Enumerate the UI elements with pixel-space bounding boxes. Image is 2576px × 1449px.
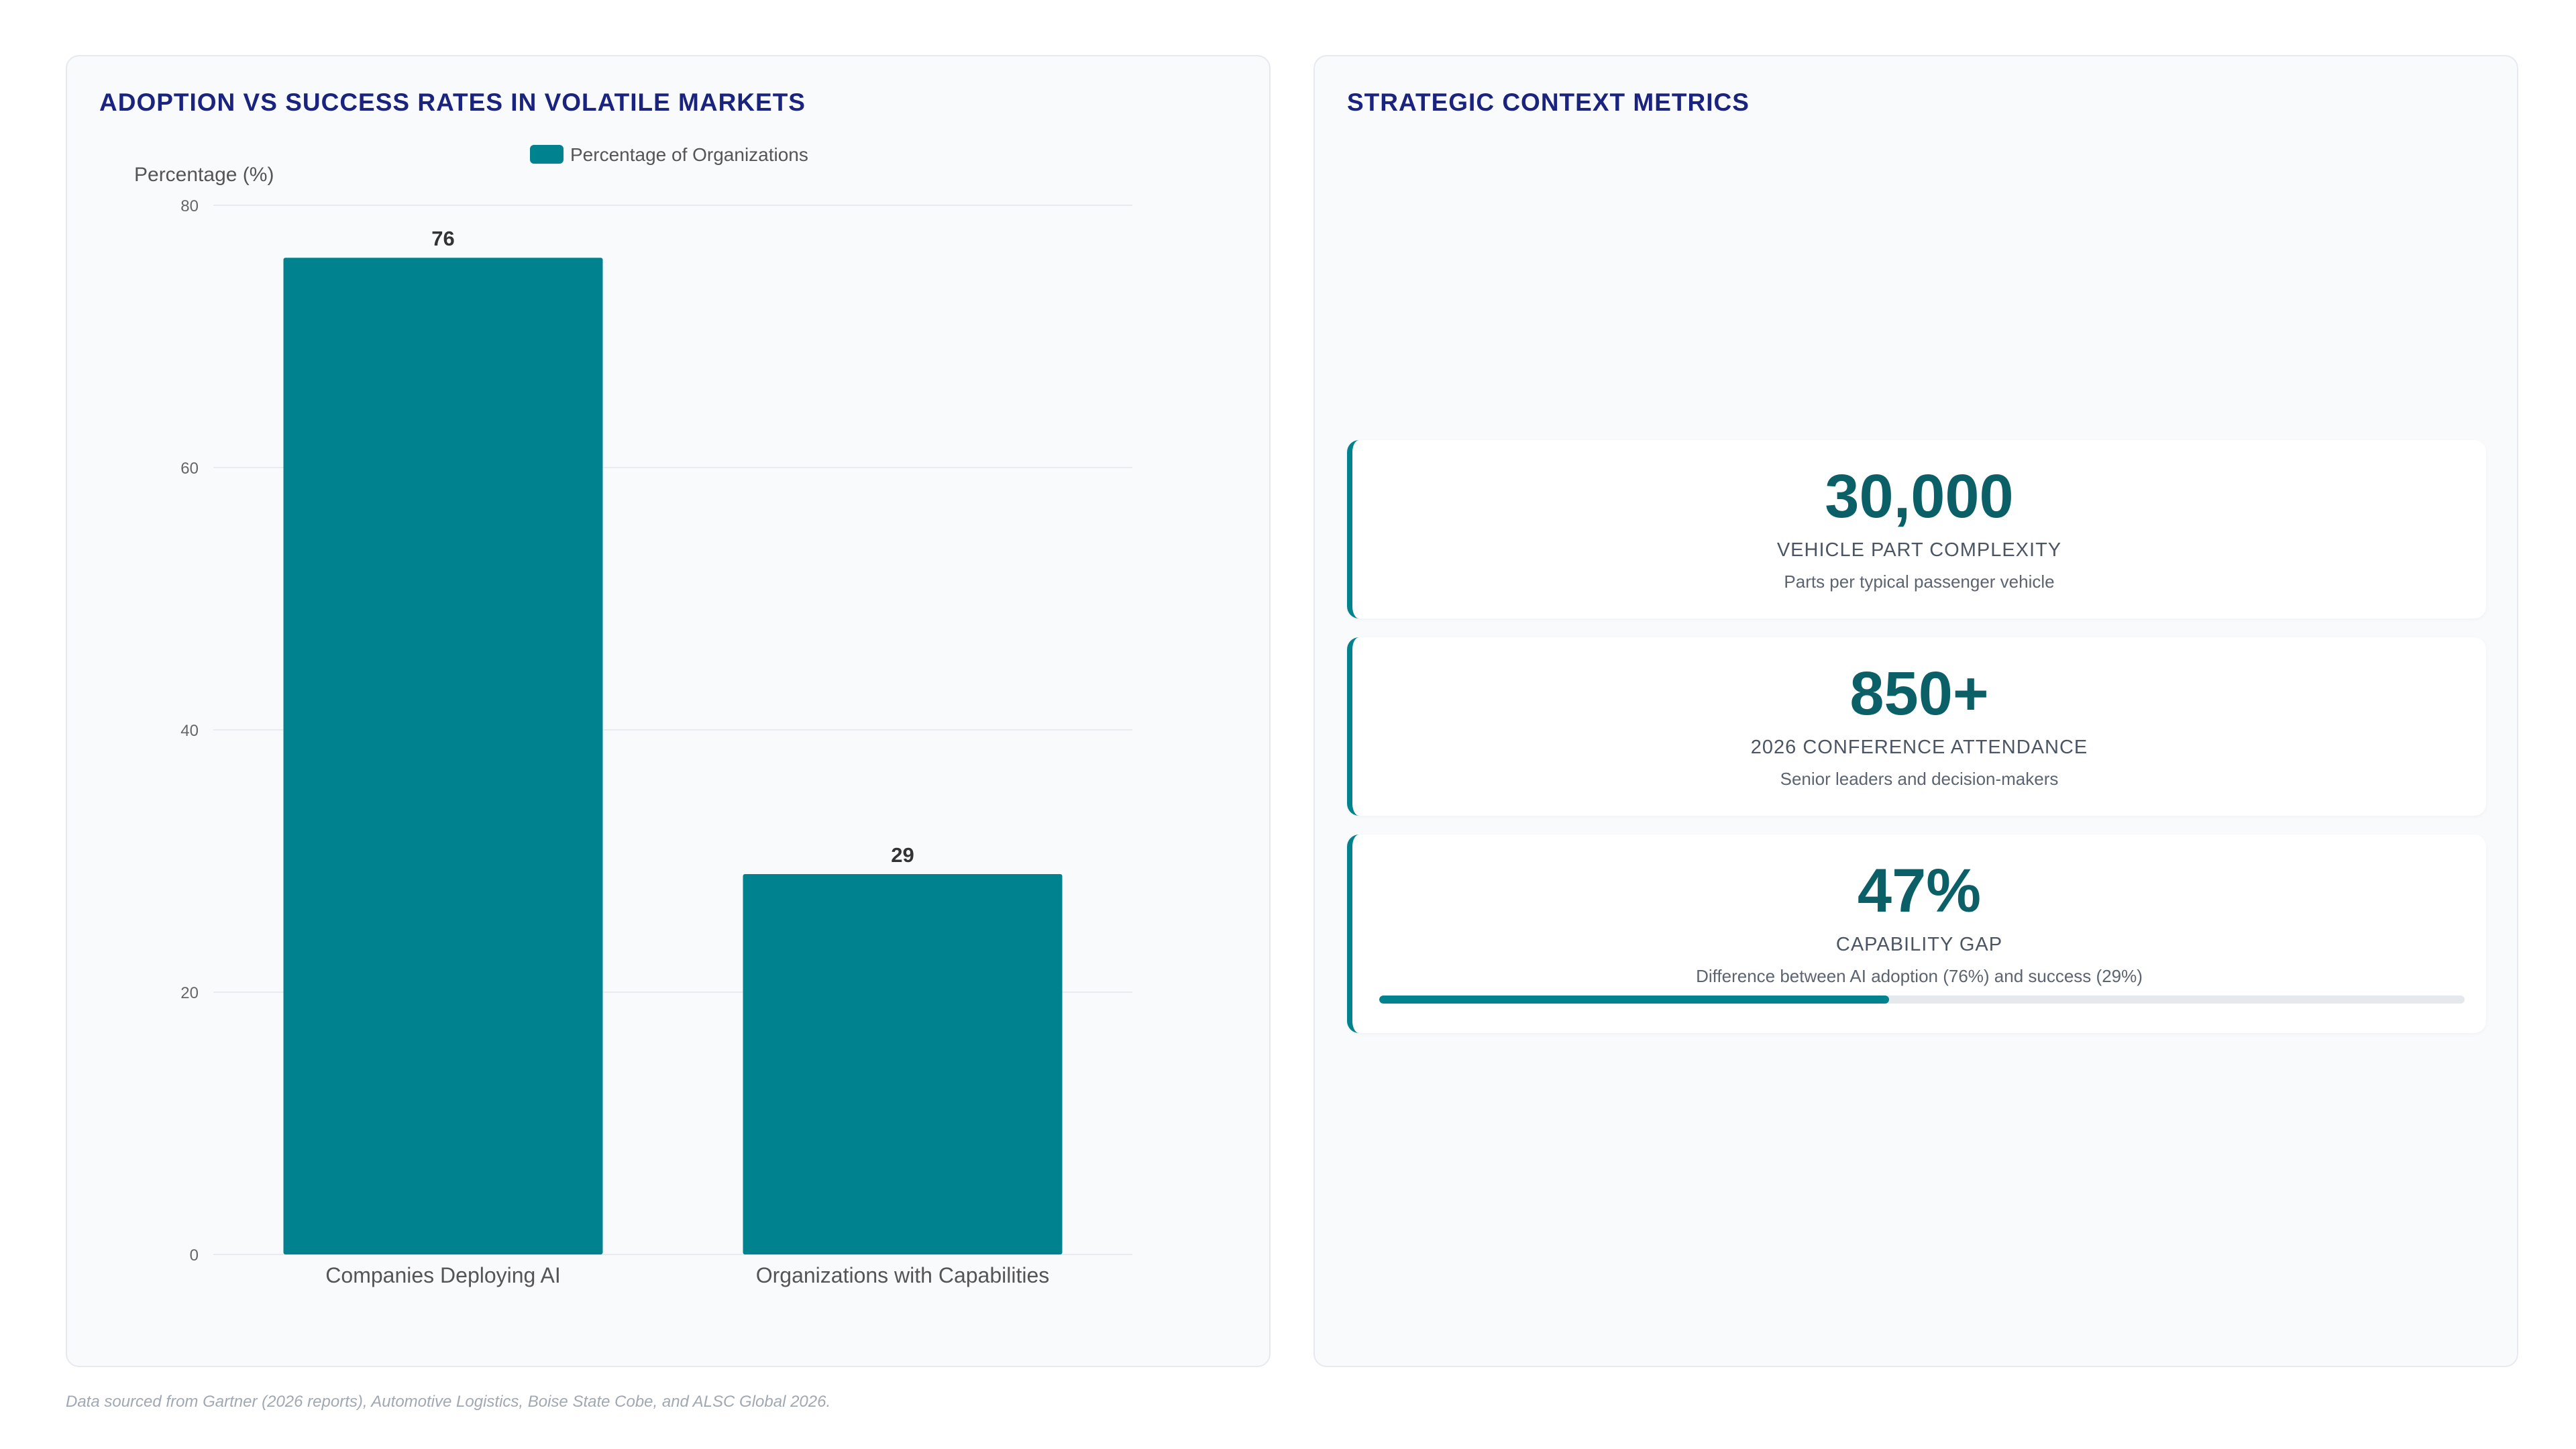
x-tick-label: Companies Deploying AI xyxy=(325,1263,560,1287)
metrics-title: STRATEGIC CONTEXT METRICS xyxy=(1347,89,1750,116)
y-tick-label: 0 xyxy=(190,1246,199,1265)
capability-gap-progress-bar xyxy=(1379,996,2465,1004)
progress-fill xyxy=(1379,996,1890,1004)
legend-swatch xyxy=(530,145,564,164)
metric-label: VEHICLE PART COMPLEXITY xyxy=(1776,539,2062,561)
legend-label: Percentage of Organizations xyxy=(570,144,808,165)
y-tick-label: 80 xyxy=(180,197,199,215)
source-footnote: Data sourced from Gartner (2026 reports)… xyxy=(66,1393,831,1411)
metric-card-capability-gap: 47% CAPABILITY GAP Difference between AI… xyxy=(1347,835,2486,1033)
metrics-panel: STRATEGIC CONTEXT METRICS 30,000 VEHICLE… xyxy=(1313,55,2518,1367)
bar-1 xyxy=(283,258,603,1255)
metric-description: Difference between AI adoption (76%) and… xyxy=(1696,966,2143,986)
metric-value: 850+ xyxy=(1849,659,1989,728)
metric-card-vehicle-parts: 30,000 VEHICLE PART COMPLEXITY Parts per… xyxy=(1347,440,2486,619)
chart-title: ADOPTION VS SUCCESS RATES IN VOLATILE MA… xyxy=(99,89,806,116)
data-label: 76 xyxy=(431,227,454,250)
metric-label: CAPABILITY GAP xyxy=(1835,934,2003,955)
chart-panel: ADOPTION VS SUCCESS RATES IN VOLATILE MA… xyxy=(66,55,1271,1367)
x-tick-label: Organizations with Capabilities xyxy=(756,1263,1050,1287)
data-label: 29 xyxy=(891,843,914,867)
y-axis-label: Percentage (%) xyxy=(134,164,274,186)
metric-description: Senior leaders and decision-makers xyxy=(1780,769,2059,789)
y-tick-label: 40 xyxy=(180,722,199,740)
metric-value: 30,000 xyxy=(1825,462,2014,531)
y-tick-label: 60 xyxy=(180,460,199,478)
metric-value: 47% xyxy=(1857,857,1982,925)
bar-2 xyxy=(743,874,1063,1254)
metric-description: Parts per typical passenger vehicle xyxy=(1784,572,2055,592)
metric-card-conference-attendance: 850+ 2026 CONFERENCE ATTENDANCE Senior l… xyxy=(1347,637,2486,816)
metric-label: 2026 CONFERENCE ATTENDANCE xyxy=(1750,737,2088,758)
bar-chart: 0 20 40 60 80 Percentage (%) Percentage of Org… xyxy=(134,144,1132,1287)
y-tick-label: 20 xyxy=(180,984,199,1002)
